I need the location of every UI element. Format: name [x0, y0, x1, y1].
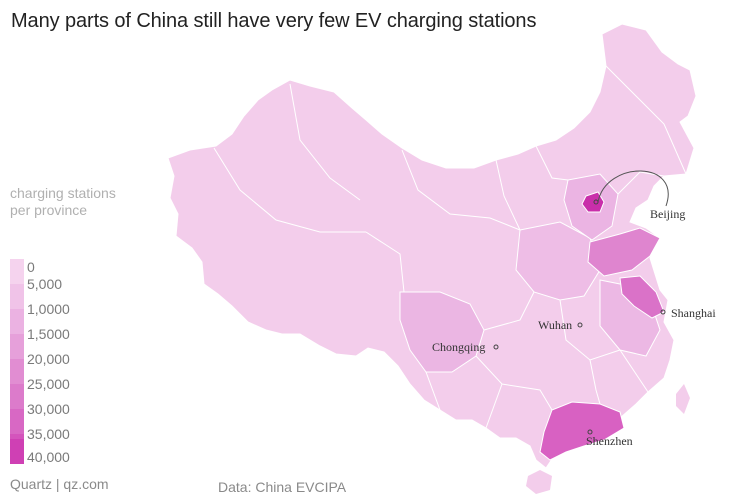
- province-central: [515, 221, 601, 301]
- legend-label: 30,000: [27, 401, 70, 417]
- beijing-label: Beijing: [650, 207, 685, 221]
- legend-label: 5,000: [27, 276, 63, 292]
- beijing-callout-arc: [597, 170, 669, 207]
- hainan: [526, 470, 552, 494]
- legend-title: charging stations per province: [10, 185, 116, 218]
- legend-swatch: [10, 259, 24, 284]
- footer-source: Data: China EVCIPA: [218, 479, 347, 495]
- legend-swatch: [10, 334, 24, 359]
- legend-swatch: [10, 284, 24, 309]
- chongqing-marker: [493, 344, 499, 350]
- china-outline: [167, 23, 697, 469]
- beijing-marker: [593, 199, 599, 205]
- shanghai-marker: [660, 309, 666, 315]
- legend-swatch: [10, 309, 24, 334]
- taiwan: [676, 384, 690, 414]
- province-shandong: [587, 227, 661, 277]
- province-guangdong: [539, 401, 625, 461]
- legend-label: 35,000: [27, 426, 70, 442]
- shenzhen-label: Shenzhen: [586, 434, 633, 448]
- province-sichuan: [399, 291, 485, 373]
- wuhan-label: Wuhan: [538, 318, 572, 332]
- legend-swatch: [10, 384, 24, 409]
- legend-label: 1,0000: [27, 301, 70, 317]
- legend-swatch: [10, 409, 24, 434]
- province-borders: [213, 65, 687, 429]
- legend-label: 1,5000: [27, 326, 70, 342]
- legend-swatch: [10, 439, 24, 464]
- legend-label: 40,000: [27, 449, 70, 465]
- legend-label: 0: [27, 259, 35, 275]
- legend-label: 25,000: [27, 376, 70, 392]
- footer-brand: Quartz | qz.com: [10, 476, 109, 492]
- legend-label: 20,000: [27, 351, 70, 367]
- shenzhen-marker: [587, 429, 593, 435]
- legend-swatch: [10, 359, 24, 384]
- chongqing-label: Chongqing: [432, 340, 485, 354]
- shanghai-label: Shanghai: [671, 306, 716, 320]
- province-jiangsu: [619, 275, 665, 319]
- chart-title: Many parts of China still have very few …: [11, 10, 537, 32]
- wuhan-marker: [577, 322, 583, 328]
- province-beijing: [581, 191, 605, 213]
